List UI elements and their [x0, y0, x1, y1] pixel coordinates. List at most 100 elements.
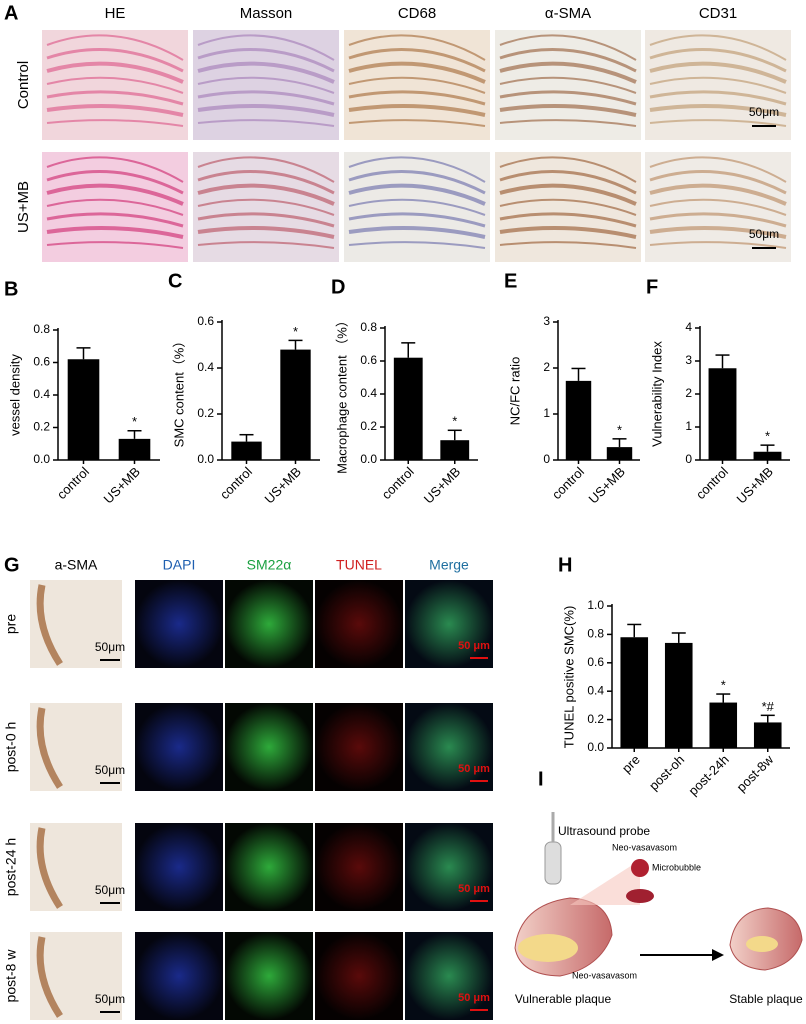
row-label: US+MB	[15, 181, 32, 233]
tissue-fiber	[348, 61, 486, 84]
x-tick-label: US+MB	[262, 464, 305, 507]
row-label: Control	[15, 61, 32, 109]
tissue-wall	[36, 936, 63, 1018]
column-header: Masson	[240, 5, 293, 22]
tissue-fiber	[197, 156, 335, 183]
x-tick-label: control	[379, 464, 417, 502]
y-tick-label: 0.0	[33, 452, 50, 466]
y-axis-label: TUNEL positive SMC(%)	[561, 606, 576, 749]
column-header: Merge	[429, 557, 469, 573]
tissue-fiber	[649, 76, 787, 94]
y-tick-label: 0.4	[360, 386, 377, 400]
y-tick-label: 0.6	[587, 655, 604, 669]
y-tick-label: 0.6	[197, 314, 214, 328]
tissue-fiber	[46, 119, 184, 127]
tissue-fiber	[46, 170, 184, 195]
tissue-fiber	[197, 198, 335, 216]
y-tick-label: 3	[685, 353, 692, 367]
bar	[231, 441, 262, 460]
tissue-fiber	[649, 156, 787, 183]
tissue-fiber	[46, 241, 184, 249]
bar	[664, 642, 693, 748]
micrograph	[315, 823, 403, 911]
tissue-fiber	[197, 76, 335, 94]
tissue-fiber	[46, 34, 184, 61]
tissue-fiber	[348, 226, 486, 239]
tissue-fiber	[649, 198, 787, 216]
micrograph	[135, 703, 223, 791]
scale-bar-label: 50 μm	[458, 992, 490, 1004]
vessel-icon	[626, 889, 654, 903]
y-tick-label: 1.0	[587, 598, 604, 612]
tissue-fiber	[197, 48, 335, 73]
tissue-fiber	[499, 119, 637, 127]
panel-label: G	[4, 554, 20, 576]
y-tick-label: 0.2	[587, 712, 604, 726]
micrograph	[405, 703, 493, 791]
tissue-fiber	[649, 61, 787, 84]
microbubble-icon	[631, 859, 649, 877]
significance: *	[721, 677, 726, 692]
micrograph	[315, 932, 403, 1020]
panel-label: I	[538, 768, 544, 790]
tissue-fiber	[649, 48, 787, 73]
tissue-fiber	[46, 183, 184, 206]
tissue-fiber	[649, 34, 787, 61]
tissue-fiber	[197, 170, 335, 195]
tissue-fiber	[197, 119, 335, 127]
y-axis-label: SMC content（%）	[171, 335, 186, 448]
tissue-fiber	[197, 104, 335, 117]
y-tick-label: 1	[685, 419, 692, 433]
tissue-fiber	[499, 198, 637, 216]
tissue-fiber	[348, 212, 486, 228]
y-tick-label: 0.6	[33, 355, 50, 369]
x-tick-label: control	[693, 464, 731, 502]
before-label: Vulnerable plaque	[515, 992, 612, 1006]
tissue-fiber	[46, 61, 184, 84]
tissue-fiber	[348, 76, 486, 94]
y-tick-label: 0	[543, 452, 550, 466]
y-tick-label: 0.6	[360, 353, 377, 367]
significance: *	[765, 429, 770, 444]
tissue-fiber	[46, 104, 184, 117]
x-tick-label: US+MB	[101, 464, 144, 507]
tissue-fiber	[197, 34, 335, 61]
vessel-top-label: Neo-vasavasom	[612, 842, 677, 852]
scale-bar-label: 50μm	[95, 763, 125, 777]
magnifier	[570, 860, 640, 905]
significance: *	[293, 324, 298, 339]
bar	[709, 702, 738, 748]
scale-bar-label: 50μm	[95, 640, 125, 654]
probe	[544, 841, 562, 885]
scale-bar-label: 50 μm	[458, 763, 490, 775]
y-axis-label: Macrophage content （%）	[334, 314, 349, 474]
tissue-fiber	[649, 241, 787, 249]
y-tick-label: 0.0	[587, 740, 604, 754]
tissue-fiber	[348, 48, 486, 73]
row-label: pre	[3, 614, 19, 634]
probe-label: Ultrasound probe	[558, 824, 650, 838]
y-tick-label: 0.0	[197, 452, 214, 466]
scale-bar-label: 50μm	[749, 227, 779, 241]
significance: *#	[762, 699, 775, 714]
tissue-fiber	[499, 34, 637, 61]
vessel-bottom-label: Neo-vasavasom	[572, 970, 637, 980]
y-tick-label: 0.2	[33, 420, 50, 434]
y-tick-label: 0.4	[33, 387, 50, 401]
y-tick-label: 0.4	[197, 360, 214, 374]
tissue-fiber	[46, 76, 184, 94]
tissue-fiber	[197, 183, 335, 206]
tissue-fiber	[348, 104, 486, 117]
micrograph	[225, 703, 313, 791]
y-tick-label: 0.0	[360, 452, 377, 466]
bar	[565, 380, 592, 460]
y-axis-label: NC/FC ratio	[507, 357, 522, 426]
bar	[620, 637, 649, 748]
scale-bar-label: 50μm	[95, 883, 125, 897]
scale-bar-label: 50μm	[749, 105, 779, 119]
tissue-fiber	[649, 90, 787, 106]
tissue-fiber	[348, 183, 486, 206]
arrow-head	[712, 949, 724, 961]
micrograph	[225, 932, 313, 1020]
row-label: post-8 w	[3, 949, 19, 1003]
